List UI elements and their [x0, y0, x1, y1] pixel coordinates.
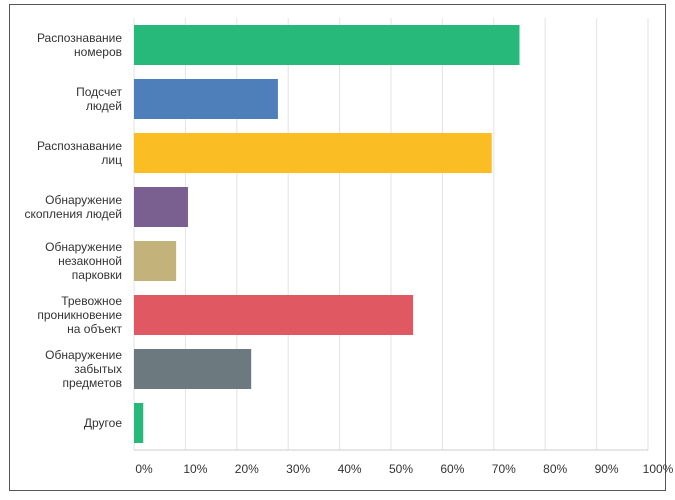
x-tick-label: 90%: [595, 462, 619, 476]
y-tick-label: Подсчет людей: [76, 85, 122, 113]
y-tick-label: Распознавание номеров: [36, 31, 122, 59]
x-tick-label: 40%: [338, 462, 362, 476]
x-tick-label: 60%: [440, 462, 464, 476]
bar: [134, 403, 144, 443]
bar: [134, 25, 520, 65]
x-tick-label: 70%: [492, 462, 516, 476]
bar: [134, 241, 177, 281]
frame: [9, 4, 666, 491]
bar: [134, 295, 414, 335]
x-tick-label: 0%: [135, 462, 153, 476]
y-tick-label: Тревожное проникновение на объект: [37, 294, 122, 336]
x-tick-label: 80%: [543, 462, 567, 476]
x-tick-label: 20%: [235, 462, 259, 476]
bar: [134, 133, 492, 173]
y-tick-label: Другое: [83, 416, 122, 430]
y-tick-label: Обнаружение скопления людей: [24, 193, 122, 221]
bar: [134, 79, 278, 119]
x-tick-label: 50%: [389, 462, 413, 476]
x-tick-label: 100%: [643, 462, 674, 476]
bar: [134, 349, 252, 389]
bar: [134, 187, 188, 227]
y-tick-label: Распознавание лиц: [36, 139, 122, 167]
x-tick-label: 30%: [286, 462, 310, 476]
y-tick-label: Обнаружение незаконной парковки: [45, 240, 122, 282]
x-tick-label: 10%: [183, 462, 207, 476]
y-tick-label: Обнаружение забытых предметов: [45, 348, 122, 390]
